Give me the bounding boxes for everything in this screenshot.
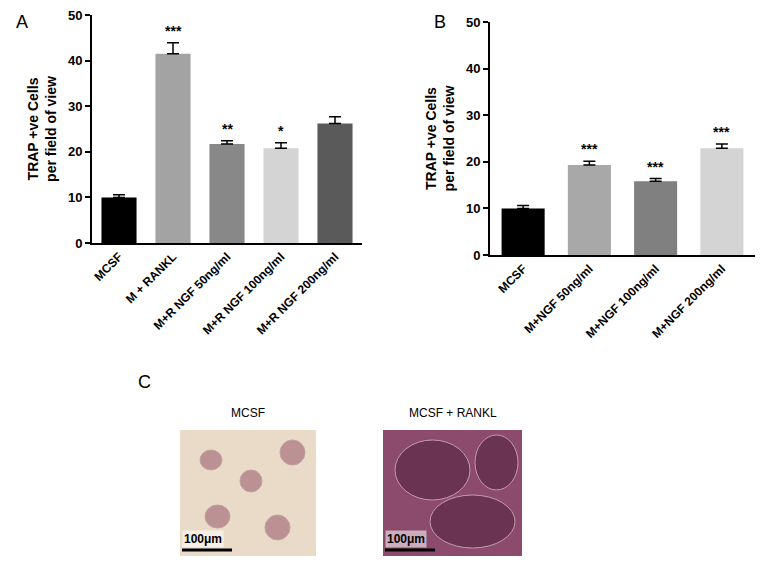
- svg-text:TRAP +ve Cellsper field of vie: TRAP +ve Cellsper field of view: [25, 76, 59, 182]
- svg-text:20: 20: [68, 144, 82, 159]
- svg-text:MCSF: MCSF: [231, 406, 265, 420]
- svg-text:***: ***: [647, 159, 664, 175]
- svg-text:50: 50: [466, 15, 480, 30]
- svg-text:M + RANKL: M + RANKL: [123, 250, 179, 306]
- svg-text:10: 10: [68, 190, 82, 205]
- svg-text:C: C: [138, 372, 151, 392]
- svg-text:MCSF: MCSF: [91, 250, 125, 284]
- svg-text:30: 30: [466, 108, 480, 123]
- svg-text:***: ***: [165, 23, 182, 39]
- svg-text:100μm: 100μm: [387, 532, 425, 546]
- svg-text:MCSF: MCSF: [496, 262, 530, 296]
- svg-text:***: ***: [713, 124, 730, 140]
- svg-text:**: **: [222, 121, 233, 137]
- svg-text:***: ***: [581, 141, 598, 157]
- svg-text:50: 50: [68, 8, 82, 23]
- svg-text:B: B: [434, 12, 446, 32]
- svg-text:M+R NGF 200ng/ml: M+R NGF 200ng/ml: [254, 250, 341, 337]
- svg-text:10: 10: [466, 201, 480, 216]
- svg-text:A: A: [16, 12, 28, 32]
- svg-text:M+R NGF 50ng/ml: M+R NGF 50ng/ml: [151, 250, 234, 333]
- svg-text:TRAP +ve Cellsper field of vie: TRAP +ve Cellsper field of view: [423, 85, 457, 191]
- svg-text:0: 0: [473, 248, 480, 263]
- svg-text:M+NGF 100ng/ml: M+NGF 100ng/ml: [583, 262, 662, 341]
- svg-text:20: 20: [466, 154, 480, 169]
- svg-text:40: 40: [68, 53, 82, 68]
- svg-text:*: *: [278, 123, 284, 139]
- svg-text:MCSF + RANKL: MCSF + RANKL: [409, 406, 497, 420]
- svg-text:M+NGF 200ng/ml: M+NGF 200ng/ml: [649, 262, 728, 341]
- svg-text:40: 40: [466, 61, 480, 76]
- svg-text:0: 0: [75, 236, 82, 251]
- svg-text:M+R NGF 100ng/ml: M+R NGF 100ng/ml: [200, 250, 287, 337]
- svg-text:M+NGF 50ng/ml: M+NGF 50ng/ml: [521, 262, 595, 336]
- svg-text:30: 30: [68, 99, 82, 114]
- svg-text:100μm: 100μm: [184, 532, 222, 546]
